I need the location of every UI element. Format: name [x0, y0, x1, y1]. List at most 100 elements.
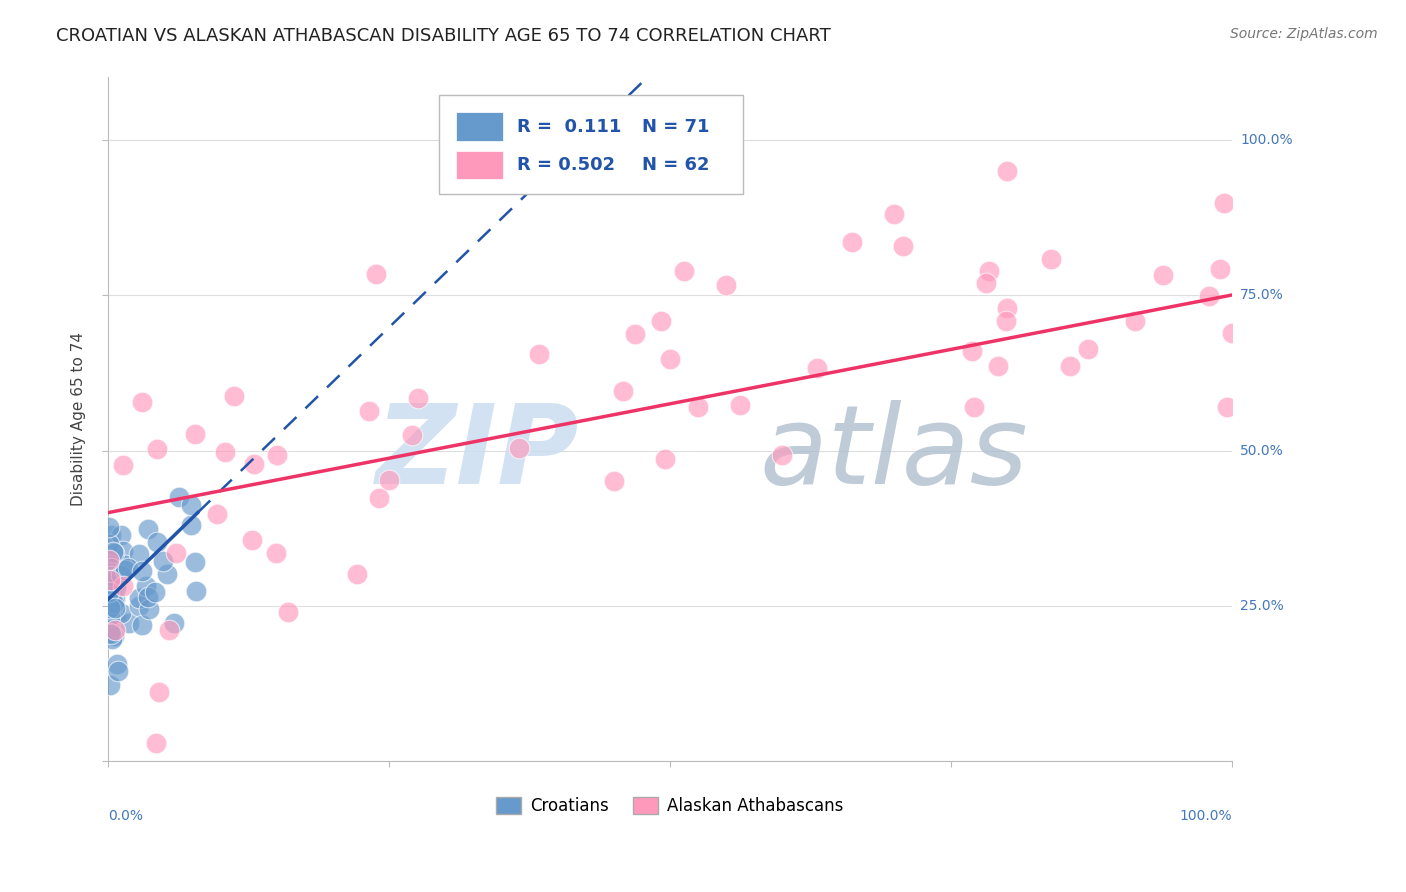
Point — [128, 599, 150, 614]
Point — [650, 314, 672, 328]
Point — [98, 573, 121, 587]
Point — [243, 457, 266, 471]
Point — [98, 552, 121, 566]
Point — [111, 544, 134, 558]
Point — [1123, 313, 1146, 327]
Point — [117, 561, 139, 575]
Point — [100, 576, 122, 591]
Y-axis label: Disability Age 65 to 74: Disability Age 65 to 74 — [72, 333, 86, 507]
Point — [995, 301, 1018, 315]
Text: 100.0%: 100.0% — [1240, 133, 1292, 146]
Point — [131, 564, 153, 578]
Point — [104, 576, 127, 591]
Point — [806, 361, 828, 376]
Point — [138, 602, 160, 616]
Point — [995, 163, 1018, 178]
Text: CROATIAN VS ALASKAN ATHABASCAN DISABILITY AGE 65 TO 74 CORRELATION CHART: CROATIAN VS ALASKAN ATHABASCAN DISABILIT… — [56, 27, 831, 45]
Point — [100, 562, 122, 576]
Point — [107, 664, 129, 678]
Point — [101, 545, 124, 559]
Point — [146, 442, 169, 456]
Point — [131, 618, 153, 632]
Point — [1220, 326, 1243, 340]
Point — [1059, 359, 1081, 374]
Point — [100, 602, 122, 616]
Point — [100, 568, 122, 582]
Point — [1198, 289, 1220, 303]
Point — [105, 657, 128, 671]
Point — [508, 441, 530, 455]
Point — [346, 567, 368, 582]
Point — [101, 597, 124, 611]
Point — [357, 403, 380, 417]
Point — [98, 520, 121, 534]
Point — [155, 566, 177, 581]
Point — [658, 351, 681, 366]
Point — [169, 490, 191, 504]
Point — [131, 395, 153, 409]
Point — [277, 606, 299, 620]
Point — [98, 601, 121, 615]
FancyBboxPatch shape — [456, 151, 503, 179]
Point — [1152, 268, 1174, 282]
Point — [979, 264, 1001, 278]
Point — [100, 629, 122, 643]
Point — [100, 566, 122, 580]
Text: 75.0%: 75.0% — [1240, 288, 1284, 302]
Point — [377, 473, 399, 487]
Point — [98, 678, 121, 692]
Text: Source: ZipAtlas.com: Source: ZipAtlas.com — [1230, 27, 1378, 41]
Point — [101, 589, 124, 603]
Point — [157, 624, 180, 638]
Text: 100.0%: 100.0% — [1180, 809, 1232, 823]
Point — [98, 608, 121, 623]
Point — [364, 267, 387, 281]
Point — [184, 555, 207, 569]
Point — [135, 579, 157, 593]
Point — [98, 615, 121, 629]
Point — [100, 626, 122, 640]
Point — [104, 581, 127, 595]
Point — [100, 632, 122, 647]
Point — [136, 522, 159, 536]
Point — [98, 625, 121, 640]
Point — [104, 600, 127, 615]
Point — [180, 498, 202, 512]
Point — [98, 537, 121, 551]
Point — [114, 563, 136, 577]
Point — [136, 590, 159, 604]
Point — [97, 625, 120, 640]
Point — [654, 451, 676, 466]
Point — [128, 591, 150, 605]
Point — [100, 558, 122, 573]
Point — [266, 545, 288, 559]
Point — [770, 448, 793, 462]
Point — [110, 567, 132, 582]
Point — [100, 528, 122, 542]
Point — [143, 585, 166, 599]
Point — [152, 554, 174, 568]
Point — [974, 277, 997, 291]
Point — [1039, 252, 1062, 266]
Point — [214, 445, 236, 459]
Point — [714, 278, 737, 293]
Point — [110, 606, 132, 620]
Point — [98, 624, 121, 638]
FancyBboxPatch shape — [456, 112, 503, 141]
Point — [118, 615, 141, 630]
Point — [145, 736, 167, 750]
Point — [104, 592, 127, 607]
Point — [184, 583, 207, 598]
Text: 0.0%: 0.0% — [108, 809, 143, 823]
Point — [688, 400, 710, 414]
Text: N = 62: N = 62 — [641, 156, 709, 174]
Point — [98, 574, 121, 588]
Point — [103, 629, 125, 643]
Point — [97, 565, 120, 579]
Text: 50.0%: 50.0% — [1240, 443, 1284, 458]
Point — [183, 427, 205, 442]
Point — [224, 389, 246, 403]
Point — [97, 571, 120, 585]
Point — [994, 314, 1017, 328]
Point — [163, 616, 186, 631]
